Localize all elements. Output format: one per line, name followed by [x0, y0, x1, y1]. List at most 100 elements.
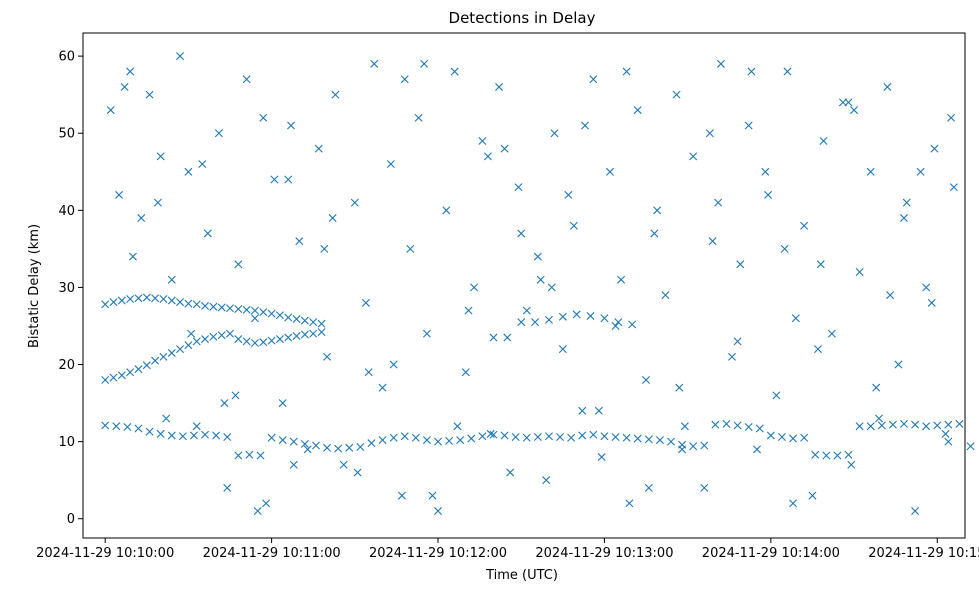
data-point-marker: [700, 483, 709, 492]
data-point-marker: [708, 237, 717, 246]
data-point-marker: [184, 299, 193, 308]
data-point-marker: [766, 431, 775, 440]
y-tick-label: 60: [58, 50, 75, 65]
data-point-marker: [176, 298, 185, 307]
data-point-marker: [642, 375, 651, 384]
data-point-marker: [156, 152, 165, 161]
data-point-marker: [187, 329, 196, 338]
data-point-marker: [517, 229, 526, 238]
data-point-marker: [533, 433, 542, 441]
data-point-marker: [930, 144, 939, 153]
y-tick-label: 50: [58, 127, 75, 142]
data-point-marker: [883, 82, 892, 91]
data-point-marker: [192, 422, 201, 431]
data-point-marker: [320, 244, 329, 253]
data-point-marker: [101, 375, 110, 384]
data-point-marker: [220, 399, 229, 408]
data-point-marker: [819, 136, 828, 145]
data-point-marker: [847, 460, 856, 469]
data-point-marker: [275, 311, 284, 320]
data-point-marker: [126, 368, 135, 377]
data-point-marker: [622, 67, 631, 76]
data-point-marker: [214, 129, 223, 138]
data-point-marker: [500, 431, 509, 440]
data-point-marker: [445, 436, 454, 445]
data-point-marker: [941, 429, 950, 438]
data-point-marker: [397, 491, 406, 500]
data-point-marker: [711, 420, 720, 429]
data-point-marker: [101, 300, 110, 309]
data-point-marker: [189, 431, 198, 440]
data-point-marker: [947, 113, 956, 122]
data-point-marker: [450, 67, 459, 76]
data-point-marker: [789, 499, 798, 508]
data-point-marker: [456, 436, 465, 445]
data-point-marker: [203, 229, 212, 238]
data-point-marker: [911, 507, 920, 516]
data-point-marker: [151, 356, 160, 365]
data-point-marker: [386, 160, 395, 169]
data-point-marker: [464, 306, 473, 315]
data-point-marker: [556, 433, 565, 441]
data-point-marker: [605, 167, 614, 176]
data-point-marker: [292, 332, 301, 340]
data-point-marker: [217, 303, 226, 312]
data-point-marker: [134, 365, 143, 374]
data-point-marker: [178, 432, 187, 441]
data-point-marker: [109, 298, 118, 307]
data-point-marker: [201, 301, 210, 310]
data-point-marker: [167, 275, 176, 284]
data-point-marker: [922, 422, 931, 431]
data-point-marker: [916, 167, 925, 176]
data-point-marker: [309, 318, 318, 327]
y-tick-label: 20: [58, 358, 75, 373]
data-point-marker: [109, 373, 118, 382]
data-point-marker: [633, 106, 642, 115]
data-point-marker: [284, 333, 293, 342]
data-point-marker: [611, 433, 620, 441]
data-point-marker: [716, 59, 725, 68]
data-point-marker: [844, 450, 853, 459]
data-point-marker: [145, 427, 154, 436]
data-point-marker: [899, 214, 908, 223]
data-point-marker: [309, 329, 318, 338]
data-point-marker: [259, 338, 268, 347]
data-point-marker: [234, 335, 243, 344]
data-point-marker: [886, 291, 895, 300]
data-point-marker: [894, 360, 903, 369]
axes: 2024-11-29 10:10:00 2024-11-29 10:11:00 20…: [36, 32, 979, 561]
data-point-marker: [558, 345, 567, 354]
data-point-marker: [833, 451, 842, 460]
data-point-marker: [389, 360, 398, 369]
data-point-marker: [198, 160, 207, 169]
data-point-marker: [378, 436, 387, 445]
data-point-marker: [289, 460, 298, 469]
y-tick-label: 0: [67, 512, 75, 527]
data-point-marker: [323, 352, 332, 361]
data-point-marker: [212, 431, 221, 440]
data-point-marker: [284, 175, 293, 184]
data-point-marker: [517, 318, 526, 327]
data-point-marker: [167, 296, 176, 305]
data-point-marker: [511, 433, 520, 441]
data-point-marker: [292, 315, 301, 324]
data-point-marker: [367, 439, 376, 448]
data-point-marker: [589, 430, 598, 439]
data-point-marker: [547, 283, 556, 292]
data-point-marker: [153, 198, 162, 207]
data-point-marker: [678, 445, 687, 454]
data-point-marker: [303, 445, 312, 454]
data-point-marker: [522, 306, 531, 315]
data-point-marker: [855, 268, 864, 276]
x-tick-label: 2024-11-29 10:14:00: [702, 546, 840, 561]
data-point-marker: [278, 436, 287, 445]
data-point-marker: [389, 433, 398, 442]
data-point-marker: [184, 167, 193, 176]
data-point-marker: [486, 429, 495, 438]
data-point-marker: [422, 436, 431, 445]
data-point-marker: [827, 329, 836, 338]
data-point-marker: [287, 121, 296, 130]
data-point-marker: [242, 305, 251, 314]
data-point-marker: [567, 433, 576, 442]
data-point-marker: [875, 414, 884, 423]
